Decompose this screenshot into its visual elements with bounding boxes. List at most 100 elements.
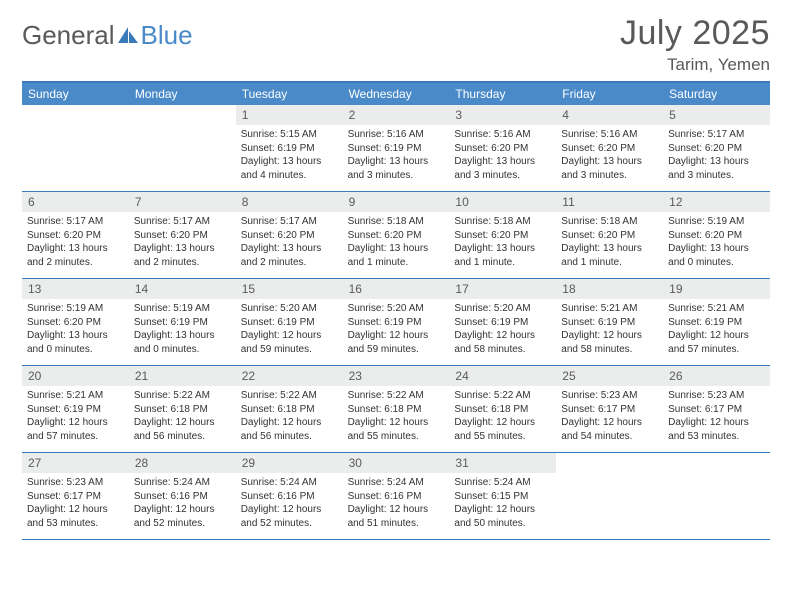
- calendar-cell: 24Sunrise: 5:22 AMSunset: 6:18 PMDayligh…: [449, 366, 556, 452]
- day-number: 7: [129, 192, 236, 212]
- day-header: Friday: [556, 83, 663, 105]
- calendar-cell: 14Sunrise: 5:19 AMSunset: 6:19 PMDayligh…: [129, 279, 236, 365]
- calendar-cell: [556, 453, 663, 539]
- day-number: 26: [663, 366, 770, 386]
- calendar-week: 6Sunrise: 5:17 AMSunset: 6:20 PMDaylight…: [22, 192, 770, 279]
- day-number: 19: [663, 279, 770, 299]
- brand-logo: General Blue: [22, 14, 193, 51]
- calendar-cell: 21Sunrise: 5:22 AMSunset: 6:18 PMDayligh…: [129, 366, 236, 452]
- day-detail: Sunrise: 5:15 AMSunset: 6:19 PMDaylight:…: [236, 125, 343, 187]
- day-detail: Sunrise: 5:17 AMSunset: 6:20 PMDaylight:…: [22, 212, 129, 274]
- day-detail: Sunrise: 5:22 AMSunset: 6:18 PMDaylight:…: [343, 386, 450, 448]
- day-header: Tuesday: [236, 83, 343, 105]
- calendar-cell: 5Sunrise: 5:17 AMSunset: 6:20 PMDaylight…: [663, 105, 770, 191]
- day-detail: Sunrise: 5:16 AMSunset: 6:20 PMDaylight:…: [556, 125, 663, 187]
- day-number: 10: [449, 192, 556, 212]
- calendar-cell: 4Sunrise: 5:16 AMSunset: 6:20 PMDaylight…: [556, 105, 663, 191]
- day-number: 27: [22, 453, 129, 473]
- day-number: 11: [556, 192, 663, 212]
- calendar-cell: 13Sunrise: 5:19 AMSunset: 6:20 PMDayligh…: [22, 279, 129, 365]
- day-detail: Sunrise: 5:19 AMSunset: 6:20 PMDaylight:…: [22, 299, 129, 361]
- day-number: 15: [236, 279, 343, 299]
- day-detail: Sunrise: 5:24 AMSunset: 6:15 PMDaylight:…: [449, 473, 556, 535]
- day-number: 4: [556, 105, 663, 125]
- calendar-cell: [663, 453, 770, 539]
- day-number: 30: [343, 453, 450, 473]
- day-header: Sunday: [22, 83, 129, 105]
- calendar-cell: 11Sunrise: 5:18 AMSunset: 6:20 PMDayligh…: [556, 192, 663, 278]
- day-detail: Sunrise: 5:22 AMSunset: 6:18 PMDaylight:…: [236, 386, 343, 448]
- calendar-cell: 10Sunrise: 5:18 AMSunset: 6:20 PMDayligh…: [449, 192, 556, 278]
- calendar-cell: 9Sunrise: 5:18 AMSunset: 6:20 PMDaylight…: [343, 192, 450, 278]
- day-detail: Sunrise: 5:23 AMSunset: 6:17 PMDaylight:…: [22, 473, 129, 535]
- title-block: July 2025 Tarim, Yemen: [620, 14, 770, 75]
- day-number: 17: [449, 279, 556, 299]
- day-detail: Sunrise: 5:16 AMSunset: 6:19 PMDaylight:…: [343, 125, 450, 187]
- calendar-week: 20Sunrise: 5:21 AMSunset: 6:19 PMDayligh…: [22, 366, 770, 453]
- day-header-row: SundayMondayTuesdayWednesdayThursdayFrid…: [22, 83, 770, 105]
- day-number: 18: [556, 279, 663, 299]
- brand-part1: General: [22, 20, 115, 51]
- day-detail: Sunrise: 5:16 AMSunset: 6:20 PMDaylight:…: [449, 125, 556, 187]
- day-detail: Sunrise: 5:20 AMSunset: 6:19 PMDaylight:…: [236, 299, 343, 361]
- day-detail: Sunrise: 5:20 AMSunset: 6:19 PMDaylight:…: [343, 299, 450, 361]
- day-detail: Sunrise: 5:18 AMSunset: 6:20 PMDaylight:…: [556, 212, 663, 274]
- day-number: 6: [22, 192, 129, 212]
- day-number: 21: [129, 366, 236, 386]
- day-detail: Sunrise: 5:17 AMSunset: 6:20 PMDaylight:…: [663, 125, 770, 187]
- calendar-cell: 19Sunrise: 5:21 AMSunset: 6:19 PMDayligh…: [663, 279, 770, 365]
- calendar-week: 13Sunrise: 5:19 AMSunset: 6:20 PMDayligh…: [22, 279, 770, 366]
- day-number: 25: [556, 366, 663, 386]
- month-title: July 2025: [620, 14, 770, 53]
- day-detail: Sunrise: 5:23 AMSunset: 6:17 PMDaylight:…: [663, 386, 770, 448]
- day-detail: Sunrise: 5:20 AMSunset: 6:19 PMDaylight:…: [449, 299, 556, 361]
- calendar-cell: 26Sunrise: 5:23 AMSunset: 6:17 PMDayligh…: [663, 366, 770, 452]
- calendar-cell: 27Sunrise: 5:23 AMSunset: 6:17 PMDayligh…: [22, 453, 129, 539]
- calendar-cell: 12Sunrise: 5:19 AMSunset: 6:20 PMDayligh…: [663, 192, 770, 278]
- day-detail: Sunrise: 5:22 AMSunset: 6:18 PMDaylight:…: [129, 386, 236, 448]
- calendar-cell: 1Sunrise: 5:15 AMSunset: 6:19 PMDaylight…: [236, 105, 343, 191]
- calendar-cell: 31Sunrise: 5:24 AMSunset: 6:15 PMDayligh…: [449, 453, 556, 539]
- day-detail: Sunrise: 5:24 AMSunset: 6:16 PMDaylight:…: [129, 473, 236, 535]
- calendar-cell: 18Sunrise: 5:21 AMSunset: 6:19 PMDayligh…: [556, 279, 663, 365]
- day-number: 2: [343, 105, 450, 125]
- day-detail: Sunrise: 5:21 AMSunset: 6:19 PMDaylight:…: [22, 386, 129, 448]
- calendar-cell: 23Sunrise: 5:22 AMSunset: 6:18 PMDayligh…: [343, 366, 450, 452]
- day-detail: Sunrise: 5:18 AMSunset: 6:20 PMDaylight:…: [449, 212, 556, 274]
- calendar-cell: 6Sunrise: 5:17 AMSunset: 6:20 PMDaylight…: [22, 192, 129, 278]
- day-number: 23: [343, 366, 450, 386]
- day-number: 14: [129, 279, 236, 299]
- day-number: 16: [343, 279, 450, 299]
- calendar-cell: 7Sunrise: 5:17 AMSunset: 6:20 PMDaylight…: [129, 192, 236, 278]
- calendar-cell: 22Sunrise: 5:22 AMSunset: 6:18 PMDayligh…: [236, 366, 343, 452]
- calendar-week: 27Sunrise: 5:23 AMSunset: 6:17 PMDayligh…: [22, 453, 770, 540]
- day-detail: Sunrise: 5:17 AMSunset: 6:20 PMDaylight:…: [129, 212, 236, 274]
- calendar-week: 1Sunrise: 5:15 AMSunset: 6:19 PMDaylight…: [22, 105, 770, 192]
- calendar-cell: [22, 105, 129, 191]
- calendar-cell: 29Sunrise: 5:24 AMSunset: 6:16 PMDayligh…: [236, 453, 343, 539]
- day-detail: Sunrise: 5:19 AMSunset: 6:19 PMDaylight:…: [129, 299, 236, 361]
- calendar-body: 1Sunrise: 5:15 AMSunset: 6:19 PMDaylight…: [22, 105, 770, 540]
- day-detail: Sunrise: 5:24 AMSunset: 6:16 PMDaylight:…: [236, 473, 343, 535]
- sail-icon: [117, 26, 139, 44]
- day-header: Saturday: [663, 83, 770, 105]
- day-number: 28: [129, 453, 236, 473]
- day-number: 13: [22, 279, 129, 299]
- day-number: 31: [449, 453, 556, 473]
- day-detail: Sunrise: 5:22 AMSunset: 6:18 PMDaylight:…: [449, 386, 556, 448]
- day-number: 9: [343, 192, 450, 212]
- page-header: General Blue July 2025 Tarim, Yemen: [22, 14, 770, 75]
- day-detail: Sunrise: 5:21 AMSunset: 6:19 PMDaylight:…: [556, 299, 663, 361]
- day-number: 24: [449, 366, 556, 386]
- calendar-cell: 2Sunrise: 5:16 AMSunset: 6:19 PMDaylight…: [343, 105, 450, 191]
- day-detail: Sunrise: 5:24 AMSunset: 6:16 PMDaylight:…: [343, 473, 450, 535]
- day-number: 8: [236, 192, 343, 212]
- day-number: 22: [236, 366, 343, 386]
- day-detail: Sunrise: 5:19 AMSunset: 6:20 PMDaylight:…: [663, 212, 770, 274]
- location-label: Tarim, Yemen: [620, 55, 770, 75]
- calendar-cell: 3Sunrise: 5:16 AMSunset: 6:20 PMDaylight…: [449, 105, 556, 191]
- calendar-cell: [129, 105, 236, 191]
- day-number: 1: [236, 105, 343, 125]
- calendar: SundayMondayTuesdayWednesdayThursdayFrid…: [22, 81, 770, 540]
- day-header: Wednesday: [343, 83, 450, 105]
